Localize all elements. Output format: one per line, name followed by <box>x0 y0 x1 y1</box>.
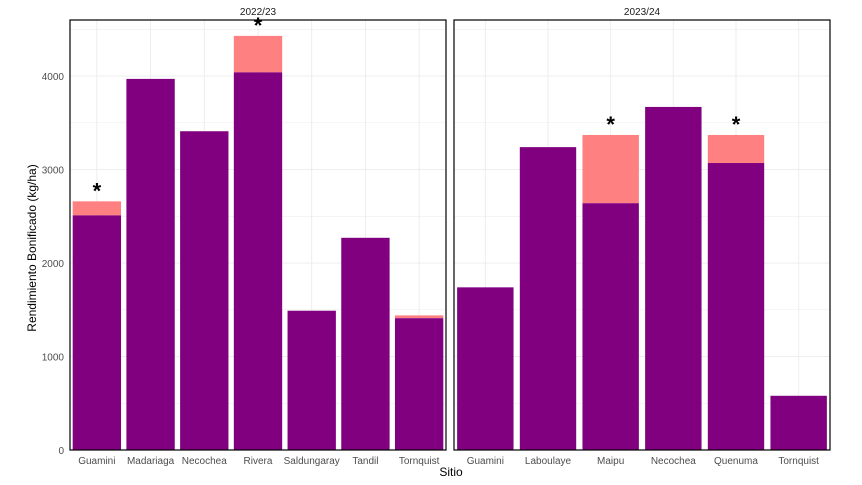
bar-extra-rivera <box>233 35 283 73</box>
bar-extra-quenuma <box>707 134 765 164</box>
x-tick-label: Guamini <box>467 456 504 467</box>
bar-base-madariaga <box>126 78 175 451</box>
x-axis-title: Sitio <box>439 465 463 479</box>
x-tick-label: Tandil <box>352 456 378 467</box>
y-tick-label: 0 <box>58 446 64 457</box>
x-tick-label: Guamini <box>78 456 115 467</box>
bar-base-laboulaye <box>519 147 577 450</box>
bar-base-maipu <box>582 203 639 450</box>
significance-marker: * <box>254 13 263 38</box>
bar-base-necochea <box>180 131 229 450</box>
x-tick-label: Saldungaray <box>284 456 340 467</box>
y-tick-label: 1000 <box>42 353 65 364</box>
x-tick-label: Rivera <box>244 456 273 467</box>
panel-border <box>69 19 447 451</box>
x-tick-label: Tornquist <box>399 456 440 467</box>
bar-base-quenuma <box>707 163 765 451</box>
significance-marker: * <box>93 178 102 203</box>
x-tick-label: Tornquist <box>778 456 819 467</box>
x-tick-label: Laboulaye <box>525 456 572 467</box>
panel-background <box>454 20 830 450</box>
bar-base-tandil <box>341 237 390 450</box>
y-tick-label: 2000 <box>42 259 65 270</box>
significance-marker: * <box>732 112 741 137</box>
panel-title: 2023/24 <box>624 7 661 18</box>
bar-base-tornquist <box>394 318 444 450</box>
bar-base-necochea <box>645 106 702 450</box>
bar-extra-maipu <box>582 134 639 204</box>
bar-extra-tornquist <box>394 315 444 319</box>
panel-border <box>453 19 831 451</box>
y-axis-title: Rendimiento Bonificado (kg/ha) <box>25 164 39 331</box>
panel-2: Guamini Laboulaye * Maipu Necochea * Quenuma To… <box>453 7 831 467</box>
x-tick-label: Quenuma <box>714 456 758 467</box>
x-tick-label: Necochea <box>651 456 696 467</box>
bar-base-saldungaray <box>287 310 336 450</box>
panel-title: 2022/23 <box>240 7 277 18</box>
x-tick-label: Madariaga <box>127 456 175 467</box>
y-tick-label: 4000 <box>42 72 65 83</box>
bar-base-guamini <box>457 287 514 450</box>
panels-layer: 0 1000 2000 3000 4000 * Guamini Madariaga Necoch… <box>42 7 831 467</box>
bar-extra-guamini <box>72 201 122 216</box>
bar-base-guamini <box>72 215 122 450</box>
x-tick-label: Necochea <box>182 456 227 467</box>
bar-base-tornquist <box>770 395 827 450</box>
significance-marker: * <box>606 112 615 137</box>
y-tick-label: 3000 <box>42 166 65 177</box>
x-tick-label: Maipu <box>597 456 624 467</box>
bar-base-rivera <box>233 72 283 450</box>
panel-1: * Guamini Madariaga Necochea * Rivera Saldunga… <box>69 7 447 467</box>
